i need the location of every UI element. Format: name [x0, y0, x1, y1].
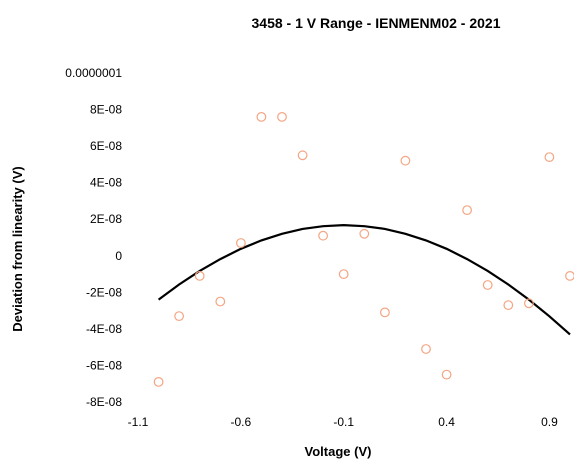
x-tick-label: 0.4: [438, 415, 455, 429]
plot-area: [153, 111, 574, 387]
data-points: [153, 111, 574, 387]
y-tick-label: 6E-08: [90, 139, 122, 153]
y-tick-label: 2E-08: [90, 212, 122, 226]
x-tick-label: -1.1: [128, 415, 149, 429]
data-point: [524, 298, 534, 309]
data-point: [318, 230, 329, 241]
trendline: [157, 223, 571, 336]
data-point: [235, 238, 246, 248]
data-point: [153, 377, 164, 387]
data-point: [338, 269, 349, 280]
y-tick-label: 0: [115, 249, 122, 263]
y-tick-label: 8E-08: [90, 103, 122, 117]
y-tick-label: -8E-08: [86, 395, 122, 409]
x-axis-label: Voltage (V): [305, 444, 372, 459]
data-point: [256, 111, 267, 122]
y-axis-label: Deviation from linearity (V): [10, 166, 25, 331]
x-tick-label: -0.1: [333, 415, 354, 429]
x-tick-label: 0.9: [541, 415, 558, 429]
y-tick-label: -6E-08: [86, 358, 122, 372]
y-tick-labels: -8E-08 -6E-08 -4E-08 -2E-08 0 2E-08 4E-08 6E-08…: [65, 66, 122, 409]
y-tick-label: -2E-08: [86, 285, 122, 299]
data-point: [174, 311, 185, 322]
data-point: [565, 271, 574, 281]
x-tick-labels: -1.1 -0.6 -0.1 0.4 0.9: [128, 415, 558, 429]
data-point: [482, 280, 493, 290]
y-tick-label: 0.0000001: [65, 66, 122, 80]
data-point: [359, 228, 370, 239]
data-point: [503, 300, 514, 311]
data-point: [400, 155, 411, 166]
data-point: [544, 152, 555, 163]
chart-title: 3458 - 1 V Range - IENMENM02 - 2021: [252, 15, 501, 31]
data-point: [462, 205, 473, 216]
y-tick-label: 4E-08: [90, 176, 122, 190]
data-point: [194, 271, 205, 281]
data-point: [215, 296, 226, 307]
data-point: [441, 369, 452, 380]
y-tick-label: -4E-08: [86, 322, 122, 336]
data-point: [421, 344, 431, 354]
data-point: [297, 150, 308, 161]
data-point: [380, 307, 390, 318]
data-point: [277, 111, 287, 122]
x-tick-label: -0.6: [231, 415, 252, 429]
